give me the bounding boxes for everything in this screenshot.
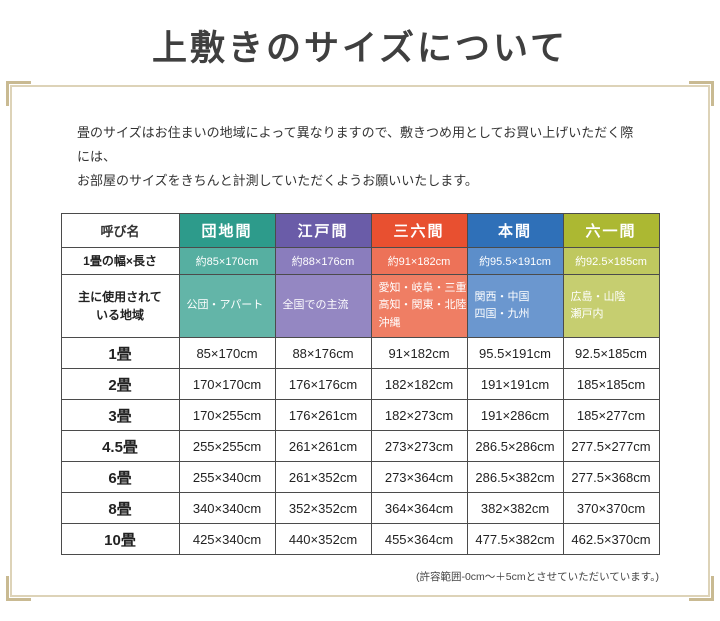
size-row-label: 2畳 (60, 368, 180, 401)
size-cell: 477.5×382cm (466, 523, 564, 556)
column-header-honma: 本間 (466, 213, 564, 249)
size-row-10jo: 10畳 425×340cm 440×352cm 455×364cm 477.5×… (60, 523, 660, 556)
corner-label: 呼び名 (60, 213, 180, 249)
size-cell: 185×185cm (562, 368, 660, 401)
size-row-3jo: 3畳 170×255cm 176×261cm 182×273cm 191×286… (60, 399, 660, 432)
size-cell: 182×273cm (370, 399, 468, 432)
decorative-frame: 畳のサイズはお住まいの地域によって異なりますので、敷きつめ用としてお買い上げいた… (6, 81, 714, 601)
frame-corner-bottom-right (689, 576, 714, 601)
size-cell: 440×352cm (274, 523, 372, 556)
approx-size-row: 1畳の幅×長さ 約85×170cm 約88×176cm 約91×182cm 約9… (60, 247, 660, 276)
size-row-label: 4.5畳 (60, 430, 180, 463)
size-row-4-5jo: 4.5畳 255×255cm 261×261cm 273×273cm 286.5… (60, 430, 660, 463)
approx-size-cell: 約95.5×191cm (466, 247, 564, 276)
approx-size-cell: 約88×176cm (274, 247, 372, 276)
column-header-rokuichima: 六一間 (562, 213, 660, 249)
size-cell: 462.5×370cm (562, 523, 660, 556)
size-cell: 364×364cm (370, 492, 468, 525)
size-row-label: 10畳 (60, 523, 180, 556)
region-cell: 関西・中国 四国・九州 (466, 274, 564, 339)
size-cell: 85×170cm (178, 337, 276, 370)
size-cell: 455×364cm (370, 523, 468, 556)
size-cell: 92.5×185cm (562, 337, 660, 370)
size-cell: 277.5×368cm (562, 461, 660, 494)
region-row-label: 主に使用されて いる地域 (60, 274, 180, 339)
size-cell: 88×176cm (274, 337, 372, 370)
size-cell: 382×382cm (466, 492, 564, 525)
approx-row-label: 1畳の幅×長さ (60, 247, 180, 276)
column-header-sabuma: 三六間 (370, 213, 468, 249)
frame-corner-bottom-left (6, 576, 31, 601)
region-cell: 公団・アパート (178, 274, 276, 339)
size-cell: 261×352cm (274, 461, 372, 494)
size-row-2jo: 2畳 170×170cm 176×176cm 182×182cm 191×191… (60, 368, 660, 401)
size-cell: 176×176cm (274, 368, 372, 401)
size-row-6jo: 6畳 255×340cm 261×352cm 273×364cm 286.5×3… (60, 461, 660, 494)
tolerance-note: (許容範囲-0cm〜＋5cmとさせていただいています。) (415, 571, 659, 584)
size-cell: 191×191cm (466, 368, 564, 401)
size-cell: 286.5×382cm (466, 461, 564, 494)
region-cell: 愛知・岐阜・三重 高知・関東・北陸 沖縄 (370, 274, 468, 339)
size-cell: 352×352cm (274, 492, 372, 525)
size-row-1jo: 1畳 85×170cm 88×176cm 91×182cm 95.5×191cm… (60, 337, 660, 370)
size-cell: 185×277cm (562, 399, 660, 432)
region-row: 主に使用されて いる地域 公団・アパート 全国での主流 愛知・岐阜・三重 高知・… (60, 274, 660, 339)
size-row-label: 1畳 (60, 337, 180, 370)
size-cell: 191×286cm (466, 399, 564, 432)
size-cell: 261×261cm (274, 430, 372, 463)
size-cell: 273×273cm (370, 430, 468, 463)
size-cell: 286.5×286cm (466, 430, 564, 463)
frame-corner-top-right (689, 81, 714, 106)
size-cell: 370×370cm (562, 492, 660, 525)
column-header-edoma: 江戸間 (274, 213, 372, 249)
size-cell: 273×364cm (370, 461, 468, 494)
page-title: 上敷きのサイズについて (152, 29, 568, 68)
region-cell: 全国での主流 (274, 274, 372, 339)
tatami-size-table: 呼び名 団地間 江戸間 三六間 本間 六一間 1畳の幅×長さ 約85×170cm… (60, 213, 660, 556)
approx-size-cell: 約91×182cm (370, 247, 468, 276)
size-cell: 91×182cm (370, 337, 468, 370)
size-cell: 425×340cm (178, 523, 276, 556)
table-header-row: 呼び名 団地間 江戸間 三六間 本間 六一間 (60, 213, 660, 249)
size-cell: 277.5×277cm (562, 430, 660, 463)
size-cell: 176×261cm (274, 399, 372, 432)
approx-size-cell: 約92.5×185cm (562, 247, 660, 276)
size-cell: 182×182cm (370, 368, 468, 401)
region-cell: 広島・山陰 瀬戸内 (562, 274, 660, 339)
size-row-label: 6畳 (60, 461, 180, 494)
size-row-label: 8畳 (60, 492, 180, 525)
size-cell: 340×340cm (178, 492, 276, 525)
approx-size-cell: 約85×170cm (178, 247, 276, 276)
frame-corner-top-left (6, 81, 31, 106)
size-cell: 170×255cm (178, 399, 276, 432)
size-row-label: 3畳 (60, 399, 180, 432)
intro-text: 畳のサイズはお住まいの地域によって異なりますので、敷きつめ用としてお買い上げいた… (77, 125, 634, 189)
column-header-danchima: 団地間 (178, 213, 276, 249)
size-row-8jo: 8畳 340×340cm 352×352cm 364×364cm 382×382… (60, 492, 660, 525)
size-cell: 170×170cm (178, 368, 276, 401)
size-cell: 255×340cm (178, 461, 276, 494)
size-cell: 95.5×191cm (466, 337, 564, 370)
size-cell: 255×255cm (178, 430, 276, 463)
